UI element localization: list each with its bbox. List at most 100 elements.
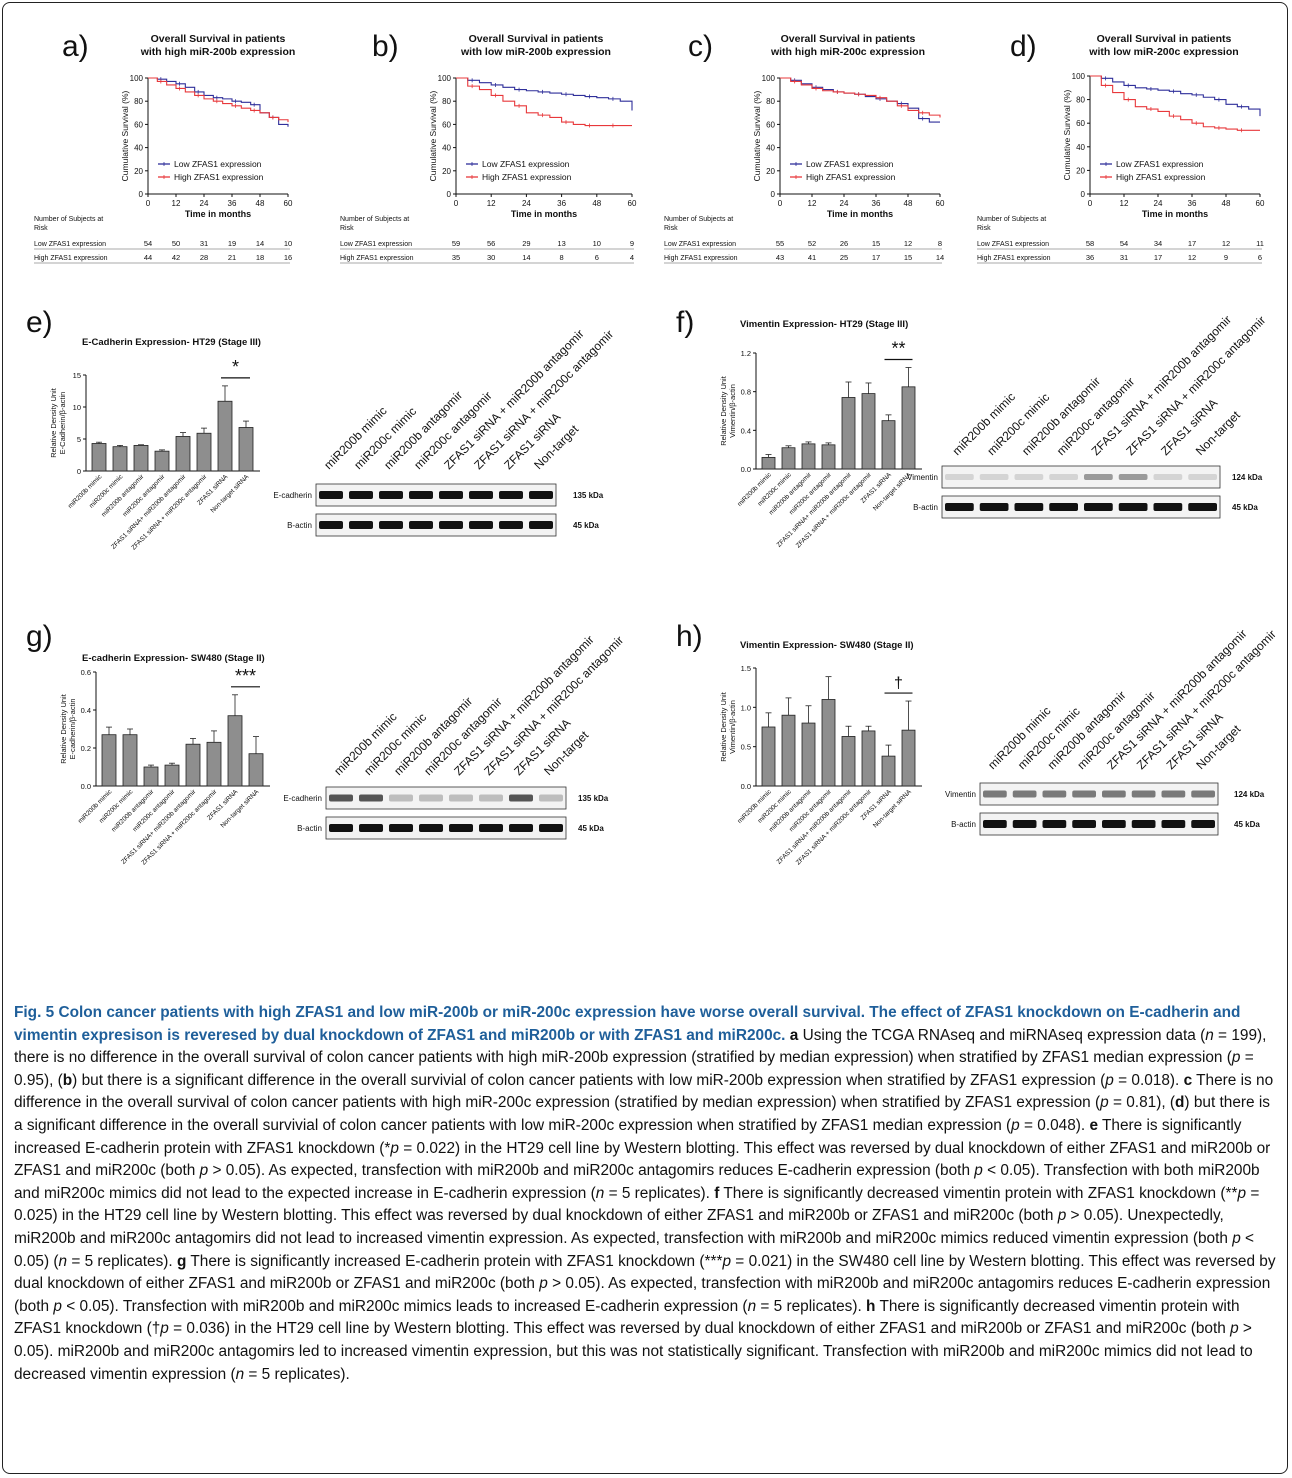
y-axis-label: Vimentin/β-actin [728, 384, 737, 438]
caption-text: n [747, 1297, 757, 1315]
caption-text: p [1105, 1071, 1114, 1089]
caption-text: = 5 replicates). [67, 1252, 177, 1270]
blot-band [1012, 820, 1037, 828]
y-tick-label: 0.0 [81, 782, 91, 791]
blot-kda-label: 45 kDa [1232, 503, 1258, 512]
risk-value: 36 [1086, 253, 1094, 262]
blot-strip [325, 816, 567, 840]
bar [781, 714, 796, 787]
y-tick-label: 0.6 [81, 668, 91, 677]
caption-text: = 0.021) in the SW480 cell line by Weste… [14, 1252, 1276, 1293]
blot-band [349, 521, 373, 529]
y-tick-label: 40 [442, 144, 451, 153]
blot-kda-label: 124 kDa [1232, 473, 1263, 482]
bar [821, 444, 836, 470]
caption-text: There is significantly decreased vimenti… [719, 1184, 1238, 1202]
y-tick-label: 20 [766, 167, 775, 176]
blot-band [983, 820, 1007, 828]
risk-value: 18 [256, 253, 264, 262]
caption-text: = 199), there is no difference in the ov… [14, 1026, 1267, 1067]
x-tick-label: 36 [228, 199, 237, 208]
blot-band [1118, 474, 1148, 480]
bar [248, 753, 264, 787]
blot-band-label: Vimentin [907, 473, 938, 482]
blot-band [1153, 474, 1183, 480]
blot-band [499, 491, 523, 499]
x-tick-label: 12 [487, 199, 496, 208]
category-label: ZFAS1 siRNA+ miR200b antagomir [776, 471, 854, 549]
blot-band [539, 794, 563, 802]
risk-value: 58 [1086, 239, 1094, 248]
y-axis-label: Cumulative Survival (%) [1062, 89, 1072, 180]
bar [143, 766, 159, 787]
risk-value: 6 [1258, 253, 1262, 262]
risk-value: 42 [172, 253, 180, 262]
significance-marker: *** [235, 666, 256, 686]
y-tick-label: 40 [1076, 143, 1085, 152]
x-tick-label: 60 [936, 199, 945, 208]
y-axis-label: Relative Density Unit [49, 387, 58, 458]
y-tick-label: 0.0 [741, 465, 751, 474]
risk-value: 8 [560, 253, 564, 262]
risk-value: 14 [256, 239, 264, 248]
blot-band [1102, 820, 1126, 828]
risk-table-header: Risk [340, 225, 354, 232]
x-tick-label: 0 [454, 199, 459, 208]
blot-band [1072, 820, 1096, 828]
blot-strip [941, 495, 1221, 519]
panel-letter: e) [26, 306, 53, 339]
y-tick-label: 0.4 [81, 706, 91, 715]
survival-curve-high [148, 77, 289, 123]
bar [154, 450, 170, 472]
risk-table-header: Number of Subjects at [340, 216, 409, 223]
y-tick-label: 1.2 [741, 349, 751, 358]
y-tick-label: 20 [442, 167, 451, 176]
category-label: ZFAS1 siRNA+ miR200b antagomir [776, 788, 854, 866]
panel-letter: g) [26, 620, 53, 653]
caption-text: p [1230, 1320, 1239, 1338]
blot-band [1014, 503, 1044, 511]
x-axis-label: Time in months [1142, 209, 1208, 219]
risk-row-label: Low ZFAS1 expression [340, 241, 412, 248]
risk-value: 13 [557, 239, 565, 248]
category-label: Non-target siRNA [872, 788, 913, 829]
blot-band [389, 824, 413, 832]
chart-title: E-Cadherin Expression- HT29 (Stage III) [82, 337, 261, 348]
caption-body: a Using the TCGA RNAseq and miRNAseq exp… [14, 1027, 1276, 1383]
caption-text: p [390, 1139, 399, 1157]
blot-band [945, 474, 974, 480]
chart-title: Overall Survival in patients [469, 33, 604, 45]
category-label: miR200b mimic [77, 788, 114, 825]
x-tick-label: 48 [1222, 199, 1231, 208]
bar [227, 715, 243, 787]
caption-text: p [199, 1162, 209, 1180]
x-tick-label: 24 [200, 199, 209, 208]
category-label: ZFAS1 siRNA + miR200c antagomir [130, 473, 209, 552]
y-tick-label: 0 [447, 190, 452, 199]
legend-label: Low ZFAS1 expression [482, 159, 570, 169]
risk-row-label: Low ZFAS1 expression [664, 241, 736, 248]
bar-panel-g: g) E-cadherin Expression- SW480 (Stage II… [26, 620, 626, 867]
y-tick-label: 60 [766, 120, 775, 129]
blot-band [329, 824, 353, 832]
caption-text: There is significantly increased E-cadhe… [186, 1252, 723, 1270]
risk-value: 59 [452, 239, 460, 248]
blot-band [1014, 474, 1044, 480]
blot-kda-label: 45 kDa [578, 824, 604, 833]
legend-label: Low ZFAS1 expression [174, 159, 262, 169]
figure-caption: Fig. 5 Colon cancer patients with high Z… [14, 1002, 1276, 1386]
legend-label: High ZFAS1 expression [174, 172, 264, 182]
caption-panel-letter: f [714, 1184, 720, 1202]
y-tick-label: 20 [1076, 166, 1085, 175]
category-label: miR200b mimic [67, 473, 104, 510]
panel-letter: b) [372, 30, 399, 63]
chart-title: with high miR-200c expression [770, 46, 925, 58]
risk-table-header: Risk [664, 225, 678, 232]
category-label: Non-target siRNA [209, 473, 250, 514]
bar [801, 722, 816, 787]
risk-value: 17 [1154, 253, 1162, 262]
bar [781, 447, 796, 470]
blot-band [983, 790, 1007, 798]
blot-band [1191, 820, 1215, 828]
